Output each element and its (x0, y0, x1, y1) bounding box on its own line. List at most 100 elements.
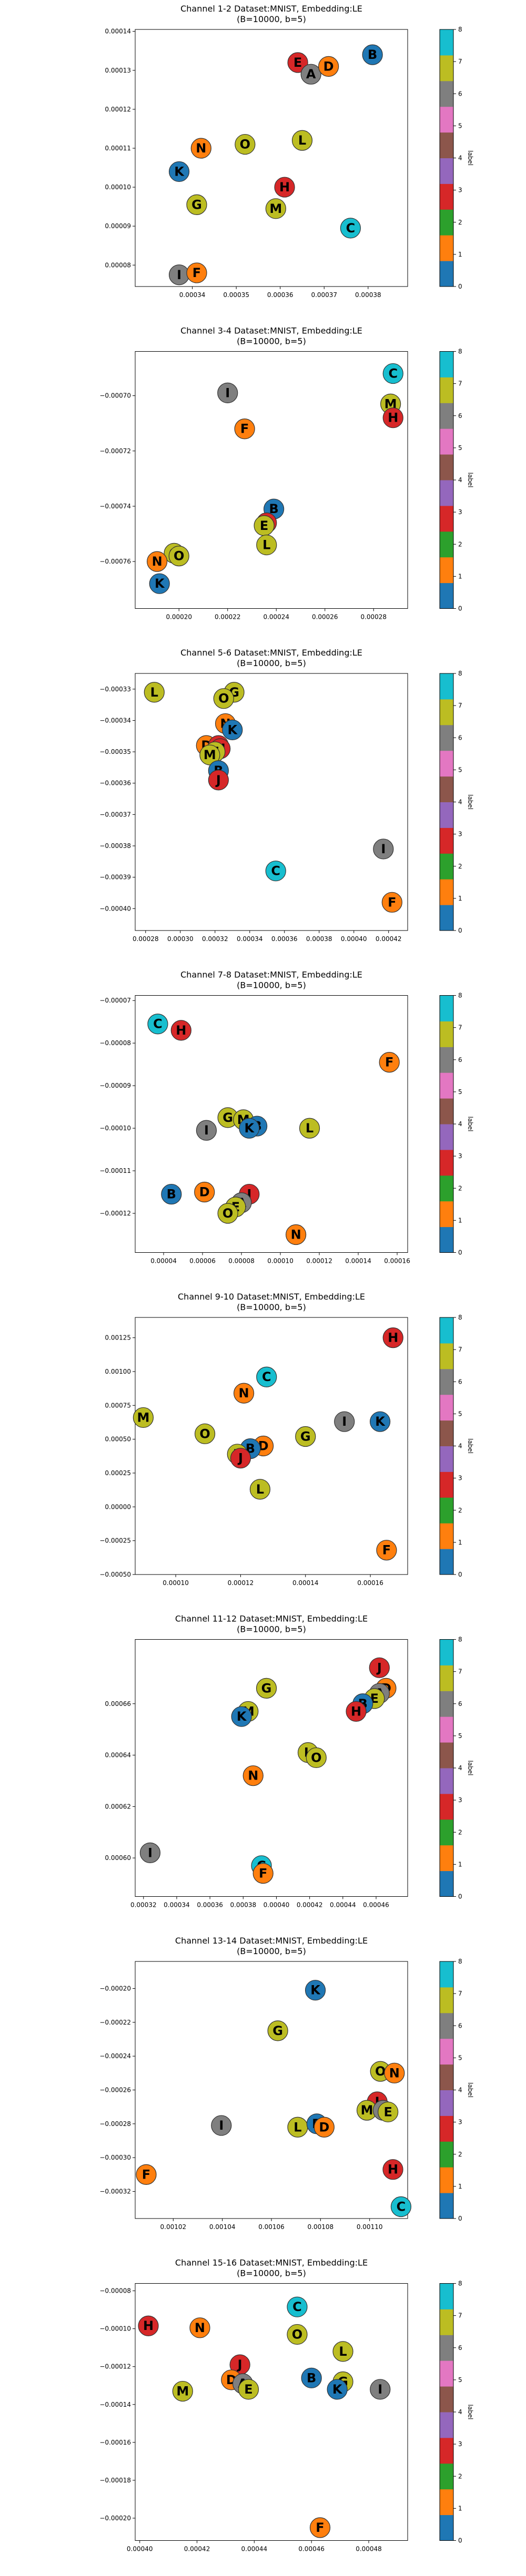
scatter-point (252, 1863, 274, 1884)
colorbar-segment (440, 1768, 453, 1794)
y-tick-label: −0.00016 (99, 2439, 131, 2446)
colorbar-segment (440, 1665, 453, 1691)
point-label: F (142, 2167, 150, 2182)
chart-subtitle: (B=10000, b=5) (237, 1624, 306, 1634)
x-tick-label: 0.00014 (292, 1579, 319, 1587)
scatter-point (301, 2367, 322, 2388)
colorbar-segment (440, 55, 453, 81)
colorbar-tick-label: 1 (458, 1861, 462, 1868)
scatter-point (373, 839, 394, 860)
point-label: H (388, 2162, 398, 2177)
y-tick-label: −0.00020 (99, 1985, 131, 1992)
colorbar-tick-label: 1 (458, 251, 462, 258)
colorbar-tick-label: 5 (458, 122, 462, 129)
colorbar-segment (440, 724, 453, 751)
point-label: K (237, 1709, 247, 1724)
chart-panel: Channel 11-12 Dataset:MNIST, Embedding:L… (105, 1614, 474, 1909)
colorbar-segment (440, 2489, 453, 2516)
y-tick-label: 0.00025 (105, 1469, 131, 1477)
x-tick-label: 0.00102 (160, 2223, 187, 2231)
x-tick-label: 0.00036 (267, 291, 294, 299)
point-label: O (240, 137, 250, 152)
point-label: A (306, 67, 316, 81)
colorbar-segment (440, 1072, 453, 1099)
colorbar-tick-label: 1 (458, 573, 462, 580)
colorbar-segment (440, 1793, 453, 1820)
point-label: L (262, 538, 270, 553)
scatter-point (196, 1120, 217, 1141)
y-tick-label: 0.00060 (105, 1854, 131, 1862)
scatter-point (234, 418, 255, 439)
x-tick-label: 0.00006 (189, 1258, 216, 1265)
point-label: B (307, 2370, 316, 2385)
colorbar-segment (440, 1471, 453, 1498)
y-tick-label: 0.00100 (105, 1368, 131, 1375)
x-tick-label: 0.00036 (271, 935, 298, 943)
y-tick-label: −0.00010 (99, 1125, 131, 1132)
point-label: D (258, 1439, 269, 1454)
scatter-point (149, 573, 170, 594)
plot-area (135, 673, 408, 931)
y-tick-label: −0.00012 (99, 1210, 131, 1217)
y-tick-label: −0.00076 (99, 558, 131, 565)
x-tick-label: 0.00008 (228, 1258, 255, 1265)
point-label: I (204, 1123, 209, 1138)
y-tick-label: −0.00026 (99, 2087, 131, 2094)
colorbar-segment (440, 1149, 453, 1176)
colorbar-segment (440, 428, 453, 455)
scatter-point (189, 2317, 210, 2338)
point-label: N (196, 141, 206, 156)
chart-subtitle: (B=10000, b=5) (237, 980, 306, 990)
colorbar-segment (440, 2167, 453, 2193)
y-tick-label: −0.00072 (99, 447, 131, 455)
x-tick-label: 0.00046 (363, 1902, 389, 1909)
scatter-point (256, 1678, 277, 1699)
colorbar-tick-label: 2 (458, 219, 462, 226)
chart-title: Channel 5-6 Dataset:MNIST, Embedding:LE (180, 648, 362, 658)
colorbar-segment (440, 480, 453, 506)
colorbar-tick-label: 0 (458, 1571, 462, 1578)
colorbar-tick-label: 4 (458, 476, 462, 484)
colorbar-segment (440, 80, 453, 107)
colorbar-tick-label: 2 (458, 1507, 462, 1514)
colorbar-segment (440, 879, 453, 905)
point-label: C (292, 2299, 302, 2314)
colorbar-segment (440, 377, 453, 403)
point-label: F (240, 422, 249, 436)
point-label: H (143, 2318, 154, 2333)
colorbar-segment (440, 1497, 453, 1524)
x-tick-label: 0.00042 (376, 935, 402, 943)
colorbar-segment (440, 1047, 453, 1073)
point-label: O (199, 1426, 210, 1441)
scatter-point (340, 218, 361, 239)
point-label: M (176, 2384, 189, 2399)
colorbar-segment (440, 1549, 453, 1575)
colorbar-tick-label: 3 (458, 831, 462, 838)
x-tick-label: 0.00026 (312, 614, 338, 621)
chart-title: Channel 13-14 Dataset:MNIST, Embedding:L… (175, 1936, 368, 1946)
scatter-point (168, 161, 190, 182)
colorbar-tick-label: 8 (458, 348, 462, 355)
colorbar-segment (440, 776, 453, 802)
scatter-point (147, 1014, 168, 1035)
point-label: E (244, 2382, 252, 2397)
point-label: L (150, 685, 158, 700)
scatter-point (295, 1426, 316, 1447)
point-label: H (388, 1331, 398, 1345)
y-tick-label: 0.00012 (105, 106, 131, 113)
chart-panel: Channel 5-6 Dataset:MNIST, Embedding:LE(… (99, 648, 474, 943)
colorbar-segment (440, 673, 453, 700)
colorbar-segment (440, 2335, 453, 2361)
x-tick-label: 0.00010 (163, 1579, 189, 1587)
y-tick-label: −0.00007 (99, 997, 131, 1004)
scatter-point (382, 363, 403, 384)
colorbar-tick-label: 7 (458, 1024, 462, 1031)
chart-panel: Channel 9-10 Dataset:MNIST, Embedding:LE… (99, 1292, 474, 1587)
x-tick-label: 0.00042 (184, 2546, 210, 2553)
colorbar-segment (440, 1716, 453, 1743)
colorbar-label: label (467, 794, 474, 810)
point-label: I (225, 385, 230, 400)
point-label: M (361, 2103, 373, 2118)
scatter-point (306, 1747, 327, 1769)
colorbar-segment (440, 1124, 453, 1150)
